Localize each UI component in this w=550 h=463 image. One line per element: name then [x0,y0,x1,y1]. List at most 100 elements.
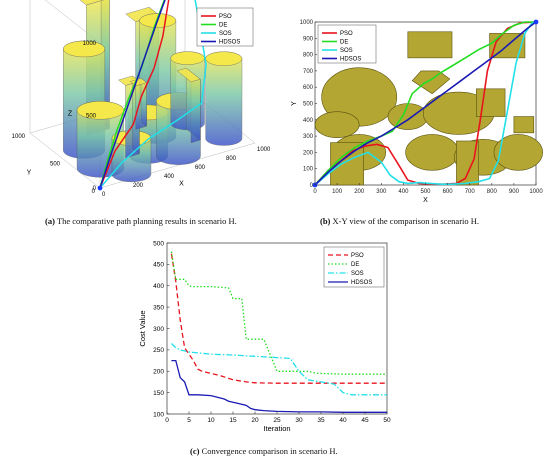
x-tick-label: 100 [332,189,343,195]
panel-convergence: 0 5 10 15 20 25 30 35 40 45 50 100 150 200 250 300 350 40… [100,232,460,463]
y-tick-label: 400 [303,118,314,124]
x-tick-label: 500 [420,189,431,195]
panel-3d-view: 0 500 1000 0 500 1000 0 200 400 600 800 1000 Z Y X PSO D… [0,0,275,232]
y-tick-label: 0 [310,183,314,189]
obstacle-box-top [79,0,105,6]
y-tick-label: 300 [153,326,164,333]
x-tick-label: 200 [354,189,365,195]
x-tick-label: 800 [487,189,498,195]
y-tick-label: 0 [92,189,96,195]
y-tick-label: 500 [303,102,314,108]
x-tick-label: 0 [165,417,169,424]
obstacle-rect [456,140,479,186]
obstacle-cylinder-top [63,40,106,58]
legend-label-pso: PSO [351,253,364,259]
obstacle-ellipse [405,134,459,171]
obstacle-cylinder-top [170,51,205,65]
x-tick-label: 300 [376,189,387,195]
x-tick-label: 1000 [257,147,271,153]
series-line-sos [314,21,537,186]
legend-label-pso: PSO [219,14,232,20]
legend: PSO DE SOS HDSOS [196,7,254,47]
x-tick-label: 1000 [529,189,543,195]
y-axis-label: Y [291,101,298,106]
y-tick-label: 200 [153,369,164,376]
x-tick-label: 200 [133,183,144,189]
obstacle-rect [513,116,535,134]
y-tick-label: 250 [153,347,164,354]
y-tick-label: 300 [303,134,314,140]
obstacle-cylinder-top [205,51,243,66]
x-tick-label: 600 [195,165,206,171]
x-axis-label: X [179,181,184,188]
x-tick-label: 400 [398,189,409,195]
y-tick-label: 1000 [300,20,314,26]
path3d-hdsos [99,0,166,189]
obstacle-ellipse [387,103,429,130]
x-tick-label: 0 [313,189,317,195]
start-marker [97,185,103,191]
x-tick-label: 40 [339,417,347,424]
x-axis-label: Iteration [263,424,290,433]
y-tick-label: 500 [153,240,164,247]
x-tick-label: 0 [102,192,106,198]
legend-label-hdsos: HDSOS [340,57,361,63]
x-tick-label: 35 [317,417,325,424]
x-tick-label: 900 [509,189,520,195]
goal-marker [533,19,539,25]
series-line-hdsos [314,21,537,186]
y-tick-label: 700 [303,69,314,75]
legend-box [323,246,385,288]
legend-label-pso: PSO [340,31,353,37]
path3d-pso [99,0,170,189]
legend: PSO DE SOS HDSOS [317,24,377,64]
legend-label-sos: SOS [351,271,364,277]
x-tick-label: 600 [443,189,454,195]
obstacle-diamond [411,70,451,95]
x-axis-label: X [423,197,428,204]
x-tick-label: 400 [164,174,175,180]
x-tick-label: 45 [361,417,369,424]
y-tick-label: 800 [303,53,314,59]
y-tick-label: 100 [303,167,314,173]
caption-a: (a) The comparative path planning result… [45,216,237,226]
x-tick-label: 20 [251,417,259,424]
y-tick-label: 600 [303,85,314,91]
y-tick-label: 1000 [12,134,26,140]
z-tick-label: 500 [86,114,97,120]
y-tick-label: 400 [153,283,164,290]
x-tick-label: 50 [383,417,391,424]
y-axis-label: Cost Value [138,310,147,346]
legend-label-hdsos: HDSOS [219,40,240,46]
series-line-sos [170,343,387,396]
x-tick-label: 10 [207,417,215,424]
y-tick-label: 200 [303,150,314,156]
x-tick-label: 15 [229,417,237,424]
y-tick-label: 500 [50,162,61,168]
y-tick-label: 150 [153,390,164,397]
x-tick-label: 800 [226,156,237,162]
series-line-de [314,21,536,186]
path3d-sos [99,0,207,189]
legend-label-de: DE [340,40,348,46]
series-line-hdsos [171,359,387,413]
y-axis-label: Y [27,170,32,177]
obstacle-ellipse [314,111,360,139]
obstacle-box-top [176,67,201,83]
legend-label-sos: SOS [219,31,232,37]
frame-edge [29,132,101,189]
z-tick-label: 0 [93,186,97,192]
chart-xy-view: 0 100 200 300 400 500 600 700 800 900 1000 0 100 200 3… [291,19,543,204]
legend-box [196,7,254,47]
caption-c: (c) Convergence comparison in scenario H… [190,446,338,456]
obstacle-cylinder-top [76,101,124,120]
legend-label-de: DE [219,23,227,29]
y-tick-label: 450 [153,262,164,269]
y-tick-label: 900 [303,36,314,42]
chart-convergence: 0 5 10 15 20 25 30 35 40 45 50 100 150 200 250 300 350 40… [138,240,391,433]
x-tick-label: 5 [187,417,191,424]
chart-3d-paths: 050010000500100002004006008001000ZYXPSOD… [12,0,271,198]
y-tick-label: 350 [153,304,164,311]
x-tick-label: 30 [295,417,303,424]
obstacle-rect [407,31,453,59]
